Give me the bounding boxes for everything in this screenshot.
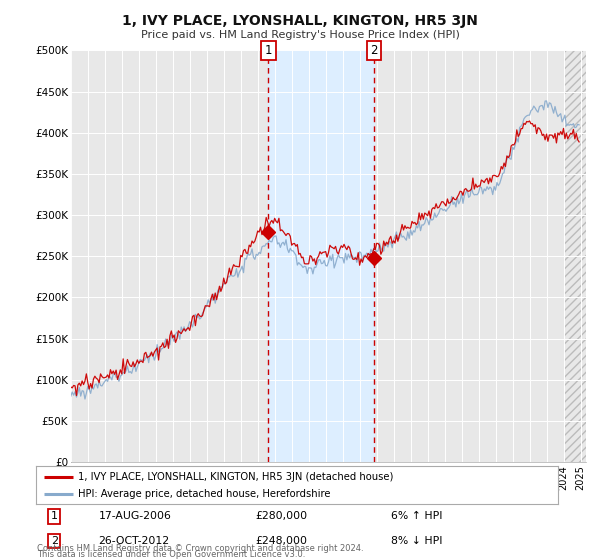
Text: 6% ↑ HPI: 6% ↑ HPI bbox=[391, 511, 442, 521]
Text: 1, IVY PLACE, LYONSHALL, KINGTON, HR5 3JN (detached house): 1, IVY PLACE, LYONSHALL, KINGTON, HR5 3J… bbox=[78, 472, 393, 482]
Text: HPI: Average price, detached house, Herefordshire: HPI: Average price, detached house, Here… bbox=[78, 489, 330, 499]
Text: Price paid vs. HM Land Registry's House Price Index (HPI): Price paid vs. HM Land Registry's House … bbox=[140, 30, 460, 40]
Text: £248,000: £248,000 bbox=[255, 536, 307, 546]
Bar bbox=[268, 50, 374, 462]
Text: 1, IVY PLACE, LYONSHALL, KINGTON, HR5 3JN: 1, IVY PLACE, LYONSHALL, KINGTON, HR5 3J… bbox=[122, 14, 478, 28]
Text: 8% ↓ HPI: 8% ↓ HPI bbox=[391, 536, 442, 546]
Text: 2: 2 bbox=[51, 536, 58, 546]
Text: Contains HM Land Registry data © Crown copyright and database right 2024.: Contains HM Land Registry data © Crown c… bbox=[37, 544, 364, 553]
Bar bbox=[563, 50, 586, 462]
Bar bbox=[563, 50, 586, 462]
Text: This data is licensed under the Open Government Licence v3.0.: This data is licensed under the Open Gov… bbox=[37, 550, 305, 559]
Text: 17-AUG-2006: 17-AUG-2006 bbox=[98, 511, 172, 521]
Text: 1: 1 bbox=[51, 511, 58, 521]
Text: £280,000: £280,000 bbox=[255, 511, 307, 521]
Text: 1: 1 bbox=[265, 44, 272, 57]
Text: 26-OCT-2012: 26-OCT-2012 bbox=[98, 536, 170, 546]
Text: 2: 2 bbox=[370, 44, 377, 57]
